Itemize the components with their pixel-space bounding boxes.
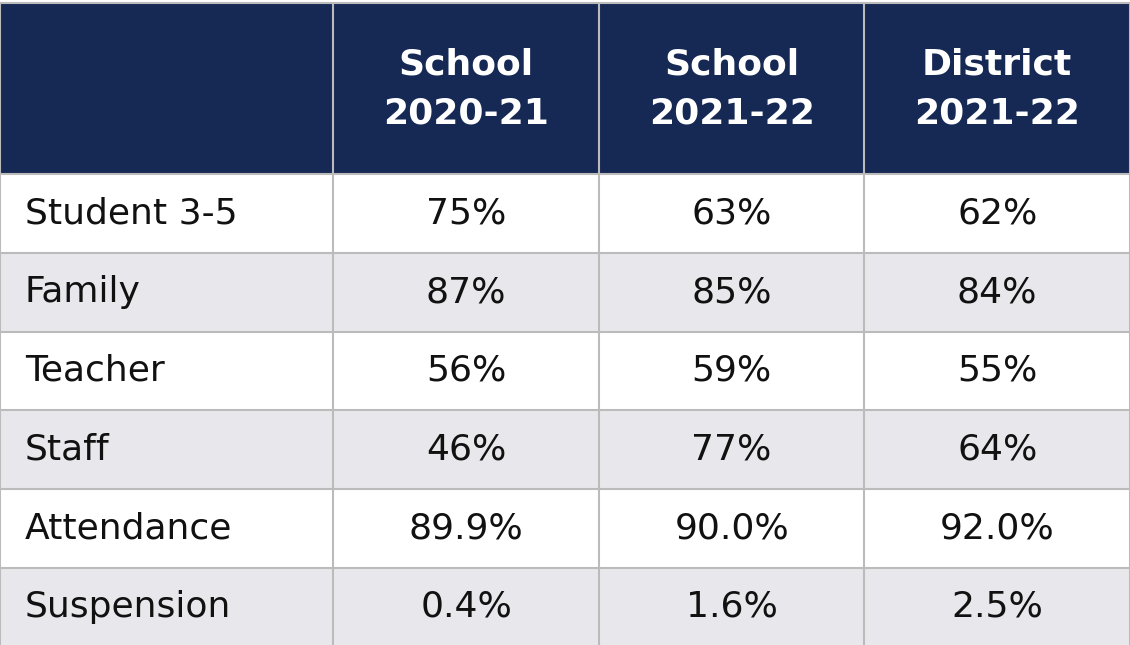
Bar: [864, 253, 1130, 332]
Bar: [599, 3, 864, 174]
Bar: [0, 568, 333, 645]
Bar: [864, 3, 1130, 174]
Text: 2021-22: 2021-22: [649, 96, 815, 130]
Bar: [0, 174, 333, 253]
Bar: [0, 3, 333, 174]
Text: 85%: 85%: [692, 275, 772, 309]
Text: 92.0%: 92.0%: [940, 511, 1054, 545]
Bar: [0, 489, 333, 568]
Bar: [864, 489, 1130, 568]
Bar: [333, 174, 599, 253]
Text: 2021-22: 2021-22: [914, 96, 1080, 130]
Bar: [599, 568, 864, 645]
Bar: [0, 410, 333, 489]
Text: Suspension: Suspension: [25, 590, 232, 624]
Text: Teacher: Teacher: [25, 354, 165, 388]
Text: Staff: Staff: [25, 433, 110, 466]
Text: 64%: 64%: [957, 433, 1037, 466]
Text: 2.5%: 2.5%: [951, 590, 1043, 624]
Text: Family: Family: [25, 275, 141, 309]
Bar: [599, 489, 864, 568]
Bar: [333, 489, 599, 568]
Bar: [333, 3, 599, 174]
Bar: [864, 568, 1130, 645]
Bar: [599, 253, 864, 332]
Text: 0.4%: 0.4%: [420, 590, 512, 624]
Text: 77%: 77%: [692, 433, 772, 466]
Bar: [333, 568, 599, 645]
Bar: [599, 332, 864, 410]
Text: Attendance: Attendance: [25, 511, 233, 545]
Bar: [599, 410, 864, 489]
Bar: [0, 332, 333, 410]
Bar: [864, 410, 1130, 489]
Text: 2020-21: 2020-21: [383, 96, 549, 130]
Text: 1.6%: 1.6%: [686, 590, 777, 624]
Text: 90.0%: 90.0%: [675, 511, 789, 545]
Bar: [599, 174, 864, 253]
Text: District: District: [922, 47, 1072, 81]
Text: 89.9%: 89.9%: [409, 511, 523, 545]
Bar: [864, 174, 1130, 253]
Text: 46%: 46%: [426, 433, 506, 466]
Text: 55%: 55%: [957, 354, 1037, 388]
Text: Student 3-5: Student 3-5: [25, 197, 237, 230]
Bar: [864, 332, 1130, 410]
Text: 56%: 56%: [426, 354, 506, 388]
Text: 59%: 59%: [692, 354, 772, 388]
Text: 62%: 62%: [957, 197, 1037, 230]
Text: 87%: 87%: [426, 275, 506, 309]
Text: 84%: 84%: [957, 275, 1037, 309]
Bar: [333, 410, 599, 489]
Text: School: School: [399, 47, 533, 81]
Bar: [333, 332, 599, 410]
Bar: [333, 253, 599, 332]
Text: School: School: [664, 47, 799, 81]
Text: 63%: 63%: [692, 197, 772, 230]
Bar: [0, 253, 333, 332]
Text: 75%: 75%: [426, 197, 506, 230]
